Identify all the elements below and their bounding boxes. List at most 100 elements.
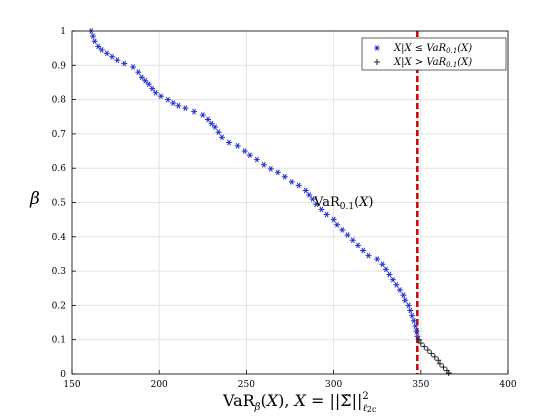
inlier-point	[402, 297, 409, 304]
inlier-point	[374, 256, 381, 262]
tail-point	[424, 346, 431, 353]
inlier-point	[218, 134, 225, 141]
tail-point	[416, 336, 423, 343]
inlier-point	[95, 43, 102, 50]
x-tick-label: 350	[412, 380, 429, 390]
inlier-point	[382, 266, 389, 273]
inlier-point	[355, 242, 362, 249]
tail-point	[428, 350, 435, 357]
y-tick-labels: 0 0.1 0.2 0.3 0.4 0.5 0.6 0.7 0.8 0.9 1	[52, 27, 67, 380]
legend-label-tail: X|X > VaR0.1(X)	[393, 57, 472, 69]
inlier-point	[121, 60, 128, 67]
inlier-point	[212, 124, 219, 130]
inlier-point	[149, 85, 156, 92]
y-tick-label: 0.3	[52, 267, 67, 277]
inlier-point	[246, 152, 253, 159]
inlier-point	[103, 50, 110, 57]
inlier-point	[360, 247, 367, 254]
tail-point	[435, 357, 442, 364]
x-tick-label: 300	[325, 380, 342, 390]
inlier-point	[400, 292, 407, 298]
inlier-point	[414, 333, 421, 340]
inlier-point	[205, 116, 212, 123]
inlier-point	[98, 47, 105, 53]
inlier-point	[109, 53, 116, 60]
legend-marker-tail	[374, 59, 380, 65]
y-tick-label: 0.1	[52, 336, 66, 346]
inlier-point	[91, 38, 98, 45]
x-axis-label: VaRβ(X), X = ||Σ̃||2 ℓ2c	[222, 391, 377, 414]
tail-point	[440, 364, 447, 371]
inlier-point	[393, 281, 400, 288]
plot-frame	[71, 30, 509, 375]
y-tick-label: 0.4	[52, 233, 67, 243]
inlier-point	[241, 148, 248, 154]
inlier-point	[365, 252, 372, 259]
x-tick-label: 250	[238, 380, 255, 390]
tail-point	[436, 360, 443, 367]
inlier-point	[288, 179, 295, 185]
inlier-point	[152, 89, 159, 96]
inlier-point	[89, 33, 96, 39]
inlier-point	[114, 57, 121, 64]
inlier-point	[157, 93, 164, 100]
inlier-point	[295, 182, 302, 189]
y-tick-label: 0.6	[52, 164, 67, 174]
y-tick-label: 0.8	[52, 96, 67, 106]
x-tick-label: 400	[499, 380, 516, 390]
inlier-point	[407, 307, 414, 314]
inlier-point	[215, 129, 222, 136]
inlier-point	[182, 105, 189, 112]
inlier-point	[234, 143, 241, 149]
data-points	[88, 28, 452, 376]
inlier-point	[208, 120, 215, 127]
inlier-point	[412, 323, 419, 329]
inlier-point	[323, 211, 330, 218]
inlier-point	[330, 216, 337, 223]
inlier-point	[138, 74, 145, 81]
inlier-point	[379, 261, 386, 268]
inlier-point	[410, 317, 417, 324]
inlier-point	[306, 192, 313, 198]
inlier-point	[225, 139, 232, 146]
tail-point	[421, 343, 428, 350]
legend-marker-inliers	[374, 45, 380, 51]
inlier-point	[386, 271, 393, 278]
inlier-point	[130, 64, 137, 70]
inlier-point	[413, 328, 420, 334]
inlier-point	[164, 96, 171, 103]
inlier-point	[302, 187, 309, 194]
tail-point	[417, 340, 424, 347]
y-tick-label: 0	[60, 370, 66, 380]
y-tick-label: 0.7	[52, 130, 67, 140]
inlier-point	[145, 81, 152, 88]
tail-point	[431, 353, 438, 360]
inlier-point	[260, 161, 267, 168]
grid-lines	[71, 30, 509, 375]
inlier-point	[267, 166, 274, 172]
x-tick-label: 200	[151, 380, 168, 390]
legend-label-inliers: X|X ≤ VaR0.1(X)	[393, 43, 472, 55]
inlier-point	[253, 156, 260, 163]
y-tick-label: 0.2	[52, 301, 66, 311]
inlier-point	[409, 312, 416, 319]
x-tick-labels: 150 200 250 300 350 400	[63, 380, 516, 390]
y-axis-label: β	[29, 189, 40, 209]
inlier-point	[318, 206, 325, 213]
inlier-point	[344, 232, 351, 238]
inlier-point	[313, 201, 320, 208]
inlier-point	[142, 77, 149, 84]
inlier-point	[309, 196, 316, 202]
inlier-point	[281, 173, 288, 180]
inlier-point	[199, 112, 206, 118]
y-tick-label: 0.9	[52, 61, 67, 71]
inlier-point	[135, 69, 142, 76]
x-tick-label: 150	[63, 380, 80, 390]
inlier-point	[170, 100, 177, 106]
inlier-point	[191, 108, 198, 115]
inlier-point	[396, 287, 403, 293]
inlier-point	[349, 237, 356, 244]
y-tick-label: 0.5	[52, 199, 67, 209]
legend-box	[361, 37, 507, 71]
